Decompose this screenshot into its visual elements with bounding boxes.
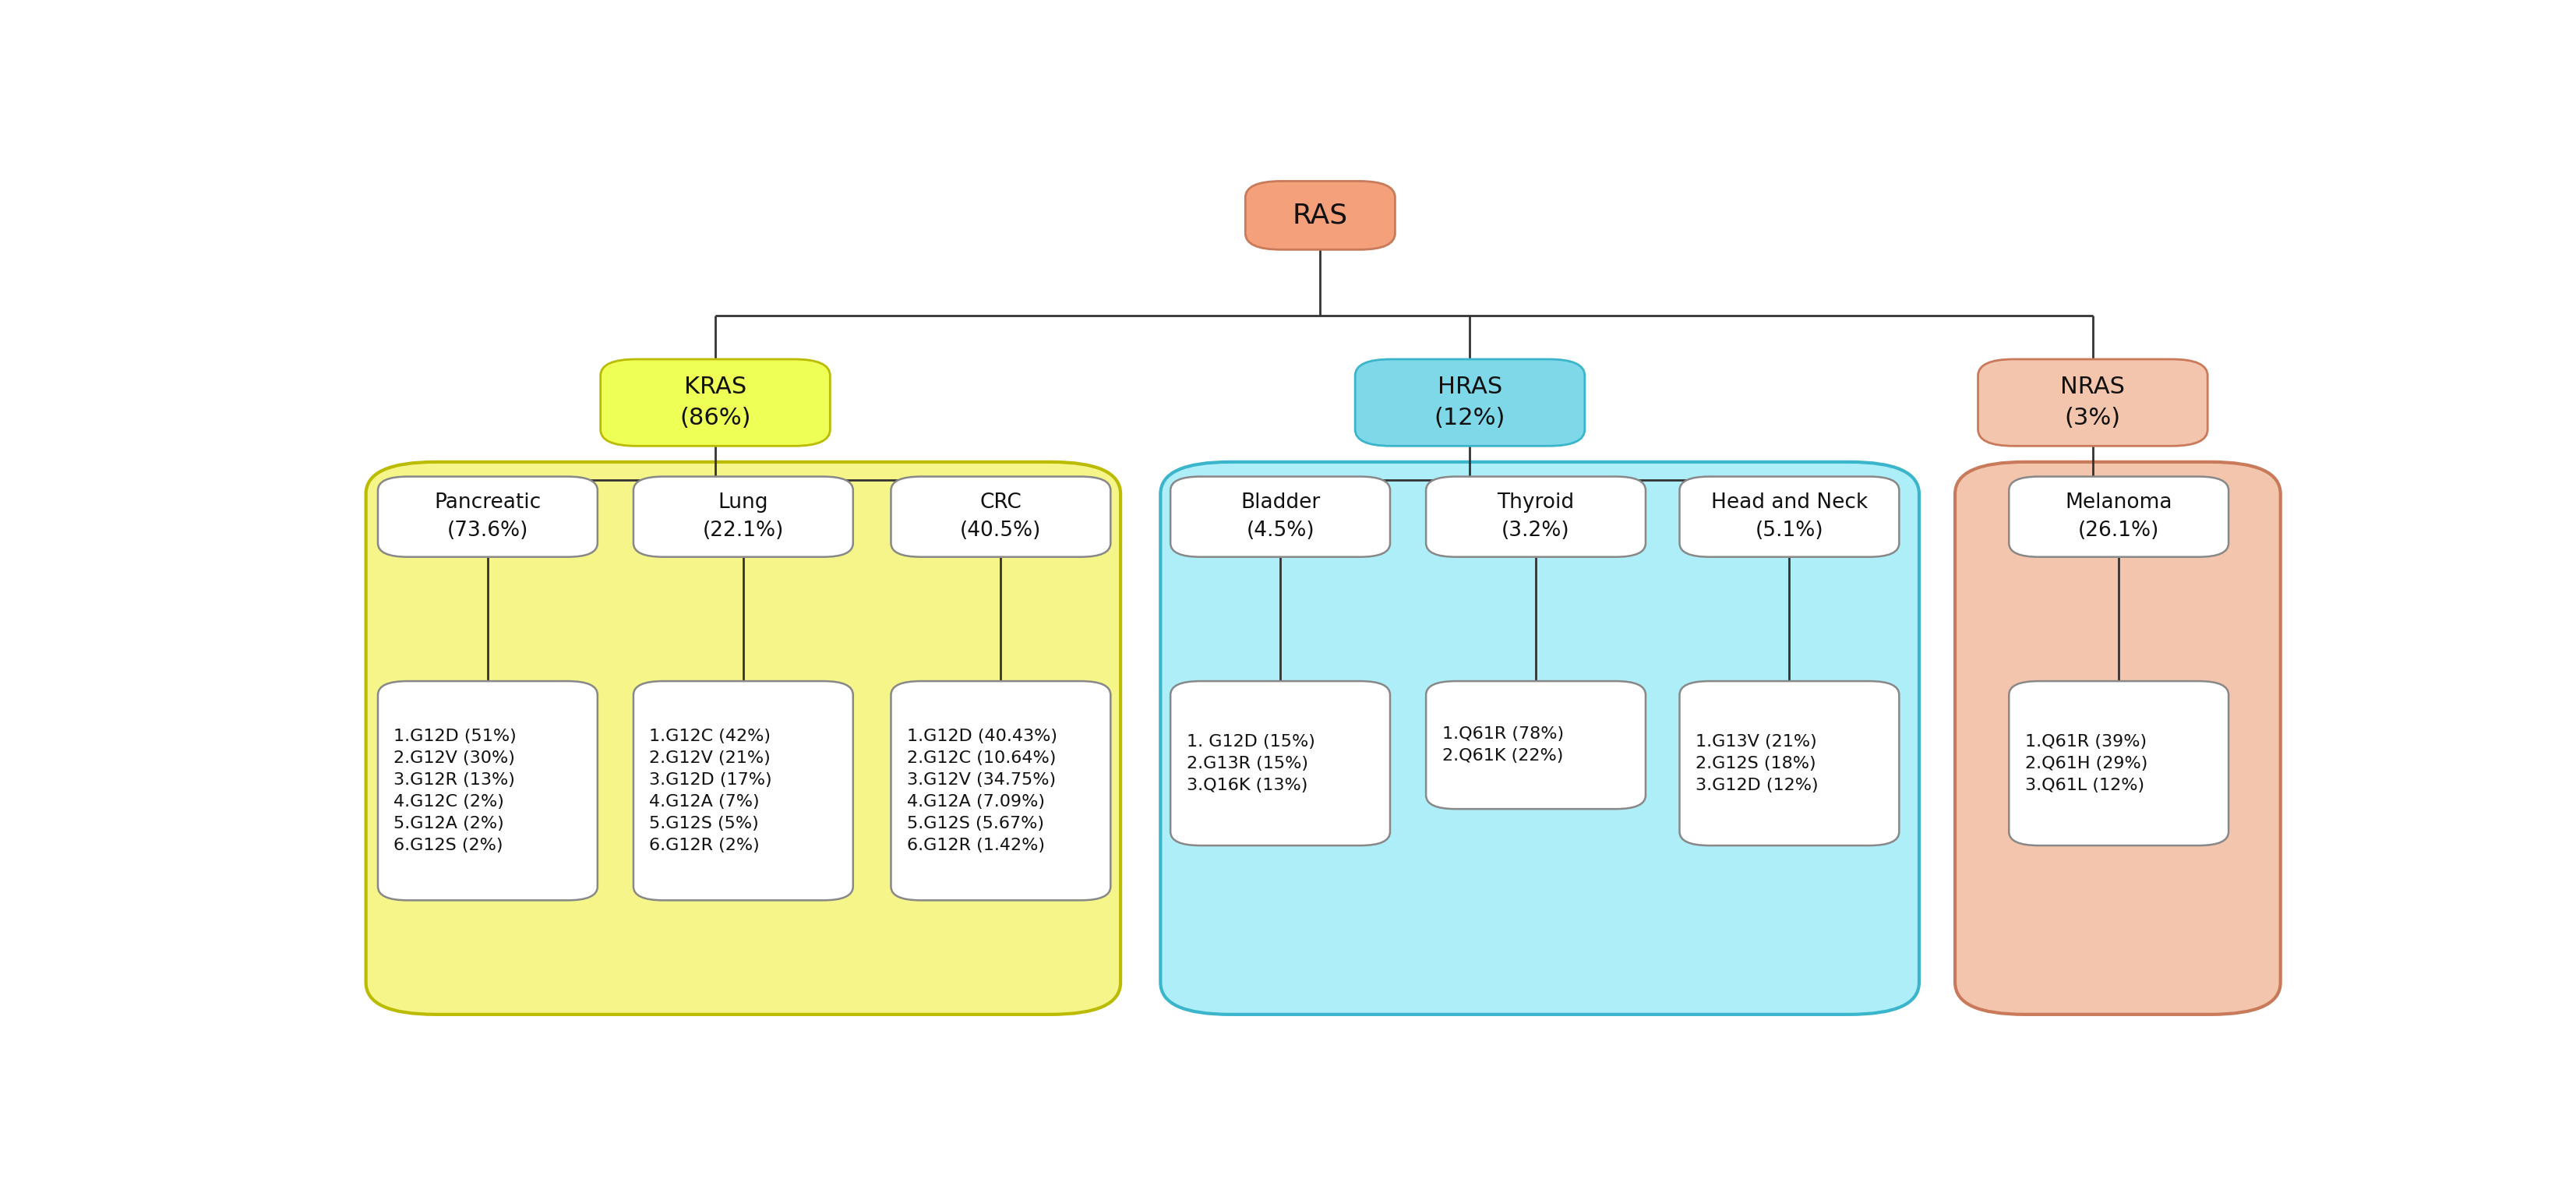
Text: RAS: RAS <box>1293 202 1347 229</box>
Text: KRAS
(86%): KRAS (86%) <box>680 376 752 429</box>
FancyBboxPatch shape <box>1427 681 1646 809</box>
Text: 1. G12D (15%)
2.G13R (15%)
3.Q16K (13%): 1. G12D (15%) 2.G13R (15%) 3.Q16K (13%) <box>1188 734 1314 793</box>
FancyBboxPatch shape <box>2009 681 2228 846</box>
FancyBboxPatch shape <box>634 477 853 557</box>
Text: 1.G12D (40.43%)
2.G12C (10.64%)
3.G12V (34.75%)
4.G12A (7.09%)
5.G12S (5.67%)
6.: 1.G12D (40.43%) 2.G12C (10.64%) 3.G12V (… <box>907 728 1056 853</box>
FancyBboxPatch shape <box>634 681 853 900</box>
Text: NRAS
(3%): NRAS (3%) <box>2061 376 2125 429</box>
Text: 1.G12C (42%)
2.G12V (21%)
3.G12D (17%)
4.G12A (7%)
5.G12S (5%)
6.G12R (2%): 1.G12C (42%) 2.G12V (21%) 3.G12D (17%) 4… <box>649 728 773 853</box>
FancyBboxPatch shape <box>1159 463 1919 1014</box>
FancyBboxPatch shape <box>1955 463 2280 1014</box>
Text: Thyroid
(3.2%): Thyroid (3.2%) <box>1497 492 1574 541</box>
FancyBboxPatch shape <box>366 463 1121 1014</box>
Text: Bladder
(4.5%): Bladder (4.5%) <box>1242 492 1319 541</box>
Text: HRAS
(12%): HRAS (12%) <box>1435 376 1504 429</box>
Text: 1.Q61R (39%)
2.Q61H (29%)
3.Q61L (12%): 1.Q61R (39%) 2.Q61H (29%) 3.Q61L (12%) <box>2025 734 2148 793</box>
FancyBboxPatch shape <box>1355 359 1584 446</box>
FancyBboxPatch shape <box>600 359 829 446</box>
Text: 1.Q61R (78%)
2.Q61K (22%): 1.Q61R (78%) 2.Q61K (22%) <box>1443 726 1564 764</box>
FancyBboxPatch shape <box>379 681 598 900</box>
FancyBboxPatch shape <box>379 477 598 557</box>
FancyBboxPatch shape <box>2009 477 2228 557</box>
Text: 1.G13V (21%)
2.G12S (18%)
3.G12D (12%): 1.G13V (21%) 2.G12S (18%) 3.G12D (12%) <box>1695 734 1819 793</box>
Text: Melanoma
(26.1%): Melanoma (26.1%) <box>2066 492 2172 541</box>
Text: Lung
(22.1%): Lung (22.1%) <box>703 492 783 541</box>
Text: 1.G12D (51%)
2.G12V (30%)
3.G12R (13%)
4.G12C (2%)
5.G12A (2%)
6.G12S (2%): 1.G12D (51%) 2.G12V (30%) 3.G12R (13%) 4… <box>394 728 518 853</box>
FancyBboxPatch shape <box>891 681 1110 900</box>
FancyBboxPatch shape <box>1680 681 1899 846</box>
Text: CRC
(40.5%): CRC (40.5%) <box>961 492 1041 541</box>
Text: Pancreatic
(73.6%): Pancreatic (73.6%) <box>435 492 541 541</box>
FancyBboxPatch shape <box>891 477 1110 557</box>
FancyBboxPatch shape <box>1978 359 2208 446</box>
FancyBboxPatch shape <box>1244 181 1396 249</box>
FancyBboxPatch shape <box>1170 681 1391 846</box>
FancyBboxPatch shape <box>1680 477 1899 557</box>
Text: Head and Neck
(5.1%): Head and Neck (5.1%) <box>1710 492 1868 541</box>
FancyBboxPatch shape <box>1170 477 1391 557</box>
FancyBboxPatch shape <box>1427 477 1646 557</box>
